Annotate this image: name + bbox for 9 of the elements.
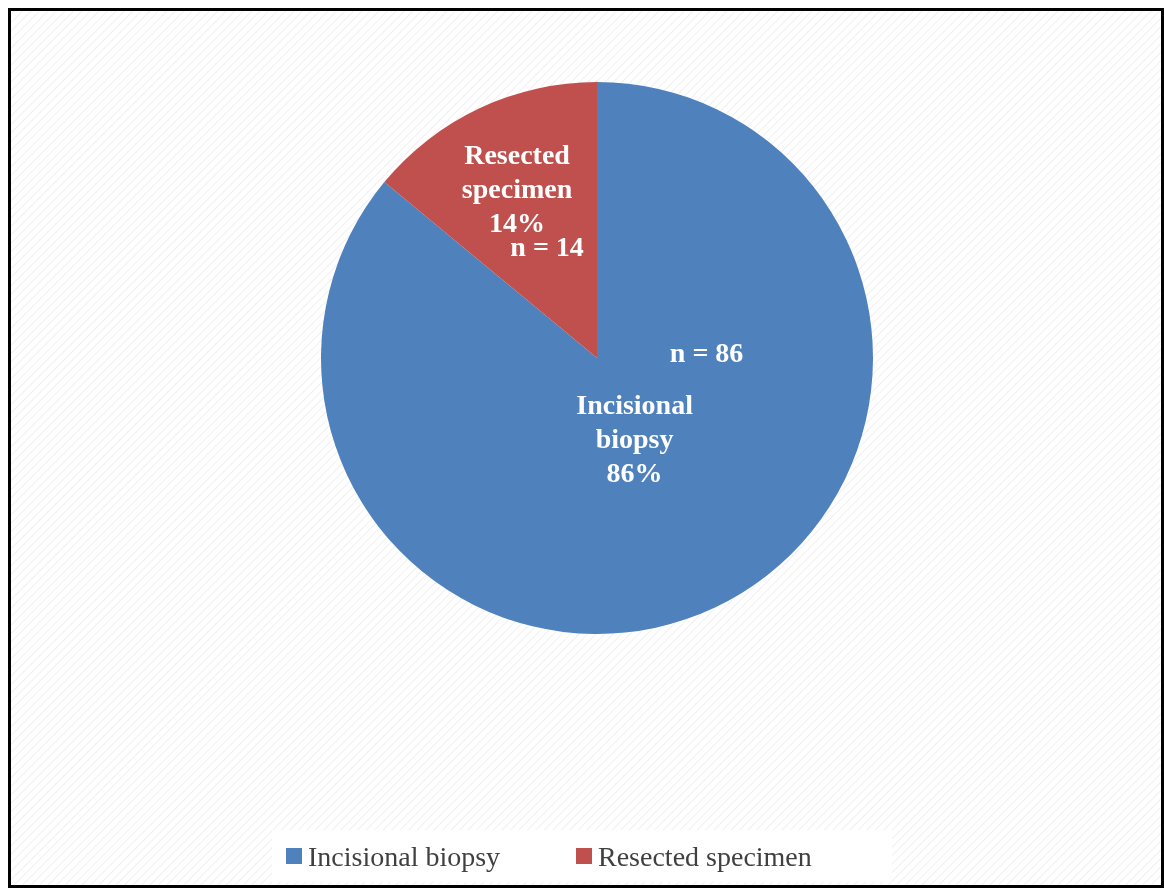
- data-label: 86%: [606, 456, 663, 488]
- pie-slice: [321, 82, 873, 634]
- slice-label: Resected specimen: [461, 138, 573, 204]
- pie-slice: [384, 82, 597, 358]
- legend-label: Resected specimen: [598, 840, 812, 872]
- data-label: 14%: [489, 206, 546, 238]
- legend-label: Incisional biopsy: [308, 840, 501, 872]
- slice-label: Incisional biopsy: [576, 388, 694, 454]
- text: n = 86: [669, 336, 744, 368]
